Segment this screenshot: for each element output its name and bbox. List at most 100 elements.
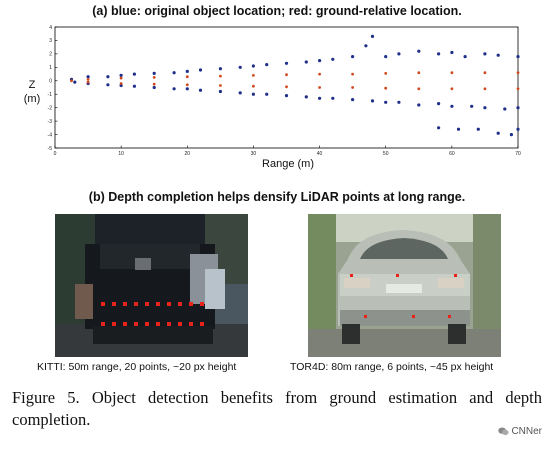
x-tick-label: 0 bbox=[54, 151, 57, 157]
wechat-icon bbox=[498, 427, 509, 435]
lidar-point bbox=[145, 302, 149, 306]
blue-point bbox=[370, 99, 375, 103]
y-tick-label: 1 bbox=[49, 65, 52, 71]
blue-point bbox=[331, 57, 335, 61]
blue-point bbox=[265, 63, 269, 67]
blue-point bbox=[251, 92, 255, 96]
x-tick-label: 60 bbox=[449, 151, 455, 157]
lidar-point bbox=[112, 322, 116, 326]
blue-point bbox=[218, 89, 222, 94]
x-tick-label: 30 bbox=[251, 151, 257, 157]
blue-point bbox=[318, 59, 322, 63]
lidar-point bbox=[412, 315, 415, 318]
red-point bbox=[516, 87, 520, 91]
blue-point bbox=[384, 100, 388, 104]
red-point bbox=[450, 87, 454, 91]
lidar-point bbox=[123, 322, 127, 326]
y-tick-label: 3 bbox=[49, 38, 52, 44]
blue-point bbox=[370, 34, 375, 38]
blue-point bbox=[463, 55, 467, 59]
lidar-point bbox=[134, 322, 138, 326]
blue-point bbox=[265, 92, 269, 96]
kitti-lidar-points bbox=[101, 302, 204, 326]
red-point bbox=[417, 71, 421, 75]
lidar-point bbox=[178, 302, 182, 306]
panel-a-title: (a) blue: original object location; red:… bbox=[92, 4, 462, 18]
watermark-text: CNNer bbox=[511, 426, 542, 437]
blue-point bbox=[119, 83, 123, 88]
red-point bbox=[86, 80, 90, 84]
blue-point bbox=[106, 83, 110, 87]
y-axis-label-line2: (m) bbox=[24, 93, 41, 105]
red-point bbox=[252, 74, 255, 77]
blue-point bbox=[384, 55, 388, 59]
blue-point bbox=[437, 102, 441, 106]
red-point bbox=[185, 75, 189, 79]
red-point bbox=[384, 86, 388, 90]
blue-point bbox=[496, 53, 500, 57]
blue-point bbox=[417, 49, 421, 53]
blue-point bbox=[119, 73, 123, 77]
y-tick-label: 0 bbox=[49, 79, 52, 85]
red-point bbox=[152, 76, 156, 79]
blue-point bbox=[185, 87, 189, 91]
blue-point bbox=[437, 52, 441, 56]
lidar-point bbox=[364, 315, 367, 318]
blue-point bbox=[132, 72, 136, 76]
lidar-point bbox=[101, 322, 105, 326]
x-axis-label: Range (m) bbox=[262, 158, 314, 170]
lidar-point bbox=[454, 274, 457, 277]
kitti-image bbox=[55, 214, 248, 357]
blue-point bbox=[516, 55, 520, 59]
blue-point bbox=[73, 80, 77, 84]
blue-point bbox=[284, 94, 289, 98]
blue-point bbox=[503, 107, 507, 111]
blue-point bbox=[106, 75, 110, 79]
blue-point bbox=[238, 65, 242, 69]
blue-point bbox=[516, 127, 520, 131]
red-point bbox=[516, 71, 520, 75]
y-tick-label: -5 bbox=[48, 146, 53, 152]
blue-point bbox=[132, 84, 136, 88]
lidar-point bbox=[101, 302, 105, 306]
blue-point bbox=[304, 95, 308, 99]
blue-point bbox=[198, 68, 203, 72]
blue-point bbox=[198, 88, 203, 92]
y-tick-label: -3 bbox=[48, 119, 53, 125]
lidar-point bbox=[134, 302, 138, 306]
red-point bbox=[384, 72, 388, 75]
blue-point bbox=[304, 60, 308, 64]
y-tick-label: 4 bbox=[49, 25, 52, 31]
x-tick-label: 70 bbox=[515, 151, 521, 157]
blue-point bbox=[172, 87, 176, 91]
lidar-point bbox=[112, 302, 116, 306]
red-point bbox=[119, 82, 123, 85]
red-point bbox=[285, 85, 288, 89]
x-tick-label: 20 bbox=[185, 151, 191, 157]
lidar-point bbox=[178, 322, 182, 326]
x-tick-label: 40 bbox=[317, 151, 323, 157]
blue-point bbox=[351, 98, 355, 102]
lidar-point bbox=[200, 302, 204, 306]
red-point bbox=[219, 84, 222, 87]
blue-point bbox=[437, 126, 441, 130]
lidar-point bbox=[167, 322, 171, 326]
blue-point bbox=[152, 85, 156, 90]
tor4d-caption: TOR4D: 80m range, 6 points, ~45 px heigh… bbox=[290, 361, 494, 373]
y-tick-label: 2 bbox=[49, 52, 52, 58]
blue-point bbox=[331, 96, 335, 100]
blue-point bbox=[172, 71, 176, 75]
blue-point bbox=[476, 127, 480, 131]
lidar-point bbox=[448, 315, 451, 318]
red-point bbox=[483, 71, 487, 75]
lidar-point bbox=[189, 322, 193, 326]
blue-point bbox=[318, 96, 322, 100]
tor4d-image-drawing bbox=[308, 214, 501, 357]
red-point bbox=[119, 76, 123, 80]
blue-point bbox=[152, 71, 156, 75]
blue-point bbox=[284, 61, 289, 65]
lidar-point bbox=[123, 302, 127, 306]
y-tick-label: -2 bbox=[48, 105, 53, 111]
